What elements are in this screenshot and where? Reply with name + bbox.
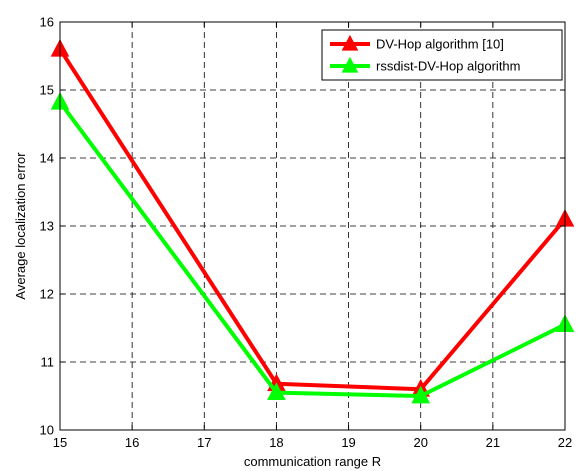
x-tick-label: 19: [341, 435, 355, 450]
legend-label: rssdist-DV-Hop algorithm: [376, 59, 521, 74]
x-tick-label: 15: [53, 435, 67, 450]
y-tick-label: 14: [40, 151, 54, 166]
series-layer: [50, 38, 575, 404]
y-tick-label: 16: [40, 15, 54, 30]
y-tick-label: 10: [40, 423, 54, 438]
x-tick-label: 18: [269, 435, 283, 450]
y-axis-label: Average localization error: [13, 152, 28, 300]
x-tick-label: 20: [413, 435, 427, 450]
data-point: [267, 382, 286, 400]
x-tick-label: 17: [197, 435, 211, 450]
y-tick-label: 15: [40, 83, 54, 98]
legend-marker: [341, 56, 359, 73]
legend-box: [321, 29, 563, 81]
legend-marker: [341, 34, 359, 51]
y-tick-label: 11: [41, 355, 55, 370]
legend-label: DV-Hop algorithm [10]: [376, 37, 504, 52]
series-line: [58, 101, 566, 398]
series-line: [58, 48, 567, 392]
legend: DV-Hop algorithm [10] rssdist-DV-Hop algo…: [321, 29, 563, 81]
data-point: [411, 385, 431, 404]
x-axis-label: communication range R: [244, 454, 381, 469]
x-tick-label: 16: [125, 435, 139, 450]
axis-ticks: 15 16 17 18 19 20 21 22 10 11 12 13 14 15 16: [40, 15, 573, 451]
x-tick-label: 22: [558, 435, 572, 450]
x-tick-label: 21: [486, 435, 500, 450]
y-tick-label: 12: [40, 287, 54, 302]
y-tick-label: 13: [40, 219, 54, 234]
